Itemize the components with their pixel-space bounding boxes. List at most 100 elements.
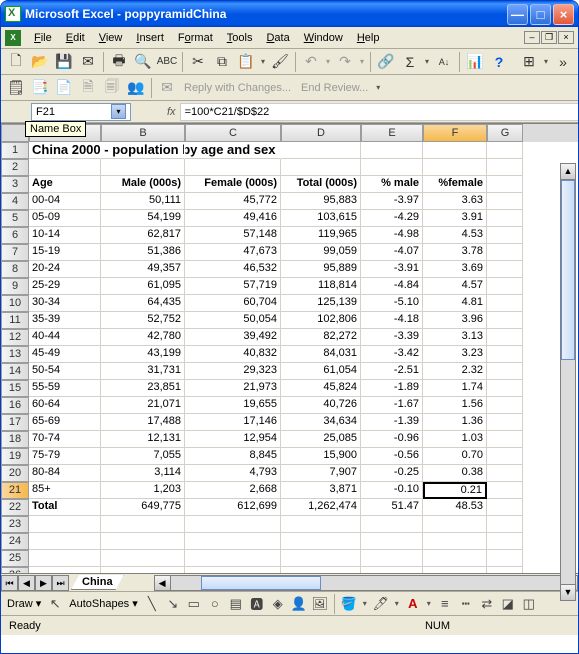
cell[interactable]: 3.78 xyxy=(423,244,487,261)
cell[interactable]: 40,726 xyxy=(281,397,361,414)
cell[interactable]: 65-69 xyxy=(29,414,101,431)
cell[interactable]: 649,775 xyxy=(101,499,185,516)
cell[interactable] xyxy=(423,159,487,176)
cell[interactable]: 3.69 xyxy=(423,261,487,278)
cell[interactable]: 64,435 xyxy=(101,295,185,312)
cell[interactable]: 57,148 xyxy=(185,227,281,244)
cell[interactable]: 1.56 xyxy=(423,397,487,414)
cell[interactable] xyxy=(423,516,487,533)
cell[interactable] xyxy=(185,159,281,176)
doc-close-button[interactable]: × xyxy=(558,31,574,44)
col-header-D[interactable]: D xyxy=(281,124,361,142)
cell[interactable]: 30-34 xyxy=(29,295,101,312)
toolbar-options-icon[interactable]: » xyxy=(552,51,574,73)
cell[interactable]: Female (000s) xyxy=(185,176,281,193)
cell[interactable]: 0.70 xyxy=(423,448,487,465)
cell[interactable]: 42,780 xyxy=(101,329,185,346)
cell[interactable]: 46,532 xyxy=(185,261,281,278)
cell[interactable]: 12,954 xyxy=(185,431,281,448)
vscroll-thumb[interactable] xyxy=(561,180,575,360)
cell[interactable]: 40-44 xyxy=(29,329,101,346)
cell[interactable]: 4.57 xyxy=(423,278,487,295)
col-header-C[interactable]: C xyxy=(185,124,281,142)
cell[interactable]: 1,262,474 xyxy=(281,499,361,516)
cell[interactable]: -1.67 xyxy=(361,397,423,414)
menu-format[interactable]: Format xyxy=(171,30,220,46)
cell[interactable]: 3.96 xyxy=(423,312,487,329)
cell[interactable]: 21,973 xyxy=(185,380,281,397)
cell[interactable]: -0.96 xyxy=(361,431,423,448)
cell[interactable]: 31,731 xyxy=(101,363,185,380)
row-header[interactable]: 22 xyxy=(1,499,29,516)
cell[interactable]: 8,845 xyxy=(185,448,281,465)
row-header[interactable]: 12 xyxy=(1,329,29,346)
cell[interactable] xyxy=(185,550,281,567)
cell[interactable]: 0.21 xyxy=(423,482,487,499)
borders-drop[interactable]: ▾ xyxy=(542,57,550,66)
mail-icon[interactable]: ✉ xyxy=(77,51,99,73)
close-button[interactable]: × xyxy=(553,4,574,25)
cell[interactable]: 4.53 xyxy=(423,227,487,244)
menu-edit[interactable]: Edit xyxy=(59,30,92,46)
cell[interactable]: 15,900 xyxy=(281,448,361,465)
cell[interactable]: 54,199 xyxy=(101,210,185,227)
fill-color-icon[interactable]: 🪣 xyxy=(340,595,358,613)
row-header[interactable]: 11 xyxy=(1,312,29,329)
cell[interactable] xyxy=(281,159,361,176)
autoshapes-menu[interactable]: AutoShapes ▾ xyxy=(67,597,140,610)
textbox-icon[interactable]: ▤ xyxy=(227,595,245,613)
cell[interactable]: 1,203 xyxy=(101,482,185,499)
diagram-icon[interactable]: ◈ xyxy=(269,595,287,613)
tab-first-button[interactable]: ⏮ xyxy=(1,575,18,591)
cell[interactable]: 35-39 xyxy=(29,312,101,329)
cell[interactable] xyxy=(185,516,281,533)
cell[interactable]: 3,871 xyxy=(281,482,361,499)
cell[interactable]: Age xyxy=(29,176,101,193)
horizontal-scrollbar[interactable]: ◀ ▶ xyxy=(154,575,578,591)
cell[interactable] xyxy=(101,533,185,550)
cell[interactable]: 70-74 xyxy=(29,431,101,448)
doc-restore-button[interactable]: ❐ xyxy=(541,31,557,44)
cell[interactable] xyxy=(29,533,101,550)
cell[interactable]: 99,059 xyxy=(281,244,361,261)
cell[interactable] xyxy=(281,142,361,159)
row-header[interactable]: 5 xyxy=(1,210,29,227)
cell[interactable]: -4.07 xyxy=(361,244,423,261)
cell[interactable] xyxy=(487,363,523,380)
cell[interactable] xyxy=(487,431,523,448)
cell[interactable] xyxy=(423,533,487,550)
row-header[interactable]: 16 xyxy=(1,397,29,414)
row-header[interactable]: 17 xyxy=(1,414,29,431)
cell[interactable]: 10-14 xyxy=(29,227,101,244)
cell[interactable]: 17,146 xyxy=(185,414,281,431)
cell[interactable] xyxy=(185,142,281,159)
cell[interactable]: 23,851 xyxy=(101,380,185,397)
cell[interactable] xyxy=(487,414,523,431)
cell[interactable]: -2.51 xyxy=(361,363,423,380)
format-painter-icon[interactable]: 🖌 xyxy=(269,51,291,73)
cell[interactable]: 40,832 xyxy=(185,346,281,363)
cell[interactable] xyxy=(29,516,101,533)
oval-icon[interactable]: ○ xyxy=(206,595,224,613)
cell[interactable] xyxy=(361,159,423,176)
help-icon[interactable]: ? xyxy=(488,51,510,73)
cell[interactable] xyxy=(487,159,523,176)
cell[interactable]: 00-04 xyxy=(29,193,101,210)
cell[interactable] xyxy=(487,176,523,193)
cell[interactable]: 12,131 xyxy=(101,431,185,448)
cell[interactable]: 21,071 xyxy=(101,397,185,414)
cell[interactable]: 4.81 xyxy=(423,295,487,312)
cell[interactable] xyxy=(185,533,281,550)
grid-body[interactable]: 1 China 2000 - population by age and sex… xyxy=(1,142,578,573)
cell[interactable]: -0.10 xyxy=(361,482,423,499)
cell[interactable]: -3.97 xyxy=(361,193,423,210)
cell[interactable] xyxy=(487,193,523,210)
autosum-drop[interactable]: ▾ xyxy=(423,57,431,66)
undo-drop[interactable]: ▾ xyxy=(324,57,332,66)
cell[interactable] xyxy=(487,380,523,397)
col-header-B[interactable]: B xyxy=(101,124,185,142)
cell[interactable]: -5.10 xyxy=(361,295,423,312)
clipart-icon[interactable]: 👤 xyxy=(290,595,308,613)
cell[interactable]: 95,889 xyxy=(281,261,361,278)
cell[interactable]: 50,111 xyxy=(101,193,185,210)
